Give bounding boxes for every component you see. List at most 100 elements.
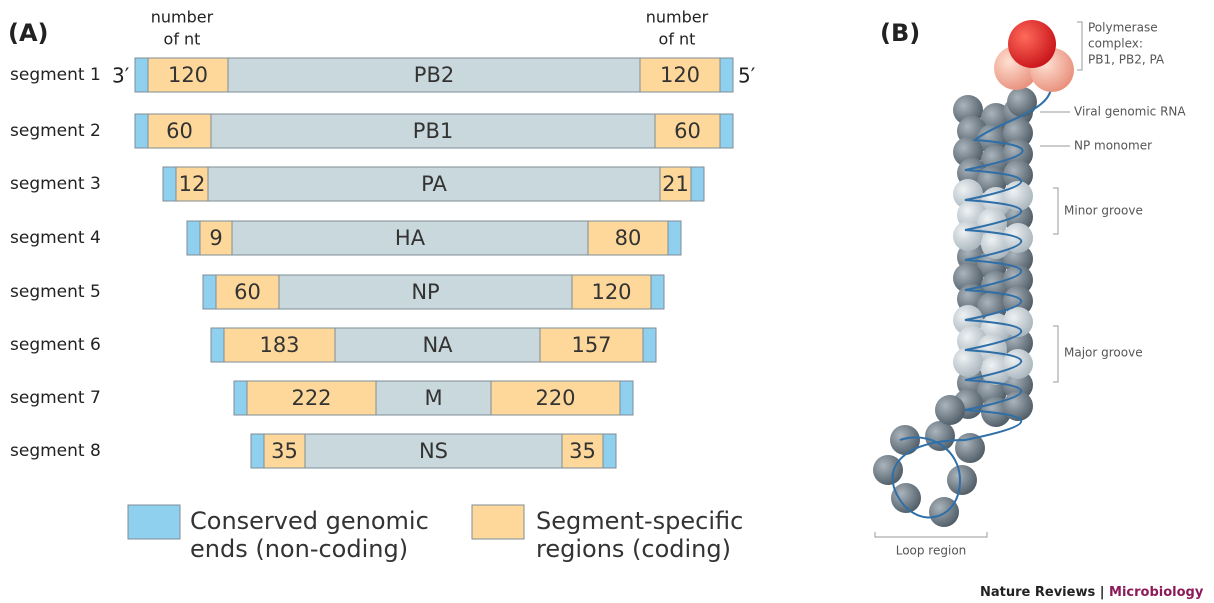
segment-row: segment 8 35 35 NS — [10, 434, 616, 468]
conserved-end — [187, 221, 200, 255]
segment-label: segment 2 — [10, 121, 101, 141]
protein-name: PB2 — [414, 63, 454, 87]
segment-row: segment 6 183 157 NA — [10, 328, 656, 362]
conserved-end — [691, 167, 704, 201]
np-sphere — [1007, 87, 1037, 117]
segment-label: segment 7 — [10, 388, 101, 408]
nt-count: 157 — [571, 333, 611, 357]
annotations: Polymerase complex: PB1, PB2, PA Viral g… — [875, 21, 1204, 600]
header: number — [151, 8, 214, 27]
conserved-end — [234, 381, 247, 415]
legend: Conserved genomic ends (non-coding) Segm… — [128, 505, 743, 563]
annotation: Loop region — [896, 544, 967, 558]
segments: segment 1120120PB2segment 26060PB1segmen… — [10, 58, 733, 468]
np-sphere — [935, 395, 965, 425]
segment-label: segment 3 — [10, 174, 101, 194]
protein-name: HA — [395, 226, 426, 250]
legend-text: regions (coding) — [536, 535, 731, 563]
credit-section: Microbiology — [1109, 585, 1204, 600]
segment-label: segment 6 — [10, 335, 101, 355]
conserved-end — [163, 167, 176, 201]
panel-label: (B) — [880, 19, 920, 47]
protein-name: NP — [411, 280, 439, 304]
bracket — [1053, 188, 1058, 234]
annotation: PB1, PB2, PA — [1088, 53, 1165, 67]
segment-row: segment 4 9 80 HA — [10, 221, 681, 255]
segment-label: segment 5 — [10, 282, 101, 302]
legend-text: Segment-specific — [536, 507, 743, 535]
rnp-structure — [873, 20, 1074, 527]
nt-count: 12 — [179, 172, 206, 196]
protein-name: NA — [422, 333, 453, 357]
conserved-end — [720, 114, 733, 148]
nt-count: 35 — [569, 439, 596, 463]
nt-count: 222 — [291, 386, 331, 410]
protein-name: NS — [419, 439, 448, 463]
end-label: 5′ — [738, 64, 756, 88]
nt-count: 35 — [271, 439, 298, 463]
conserved-end — [668, 221, 681, 255]
nt-count: 183 — [259, 333, 299, 357]
protein-name: PA — [421, 172, 447, 196]
np-sphere — [947, 465, 977, 495]
legend-text: Conserved genomic — [190, 507, 429, 535]
segment-label: segment 4 — [10, 228, 101, 248]
bracket — [1077, 22, 1082, 70]
protein-name: PB1 — [413, 119, 453, 143]
header: of nt — [164, 30, 201, 49]
np-sphere — [873, 455, 903, 485]
credit-sep: | — [1100, 585, 1105, 600]
annotation: Viral genomic RNA — [1074, 105, 1186, 119]
nt-count: 120 — [168, 63, 208, 87]
nt-count: 80 — [615, 226, 642, 250]
header: number — [646, 8, 709, 27]
legend-swatch — [472, 505, 524, 539]
annotation: NP monomer — [1074, 139, 1152, 153]
bracket — [875, 532, 987, 537]
nt-count: 60 — [166, 119, 193, 143]
panel-label: (A) — [8, 19, 49, 47]
segment-row: segment 2 60 60 PB1 — [10, 114, 733, 148]
conserved-end — [135, 58, 148, 92]
annotation: complex: — [1088, 37, 1143, 51]
annotation: Major groove — [1064, 346, 1143, 360]
nt-count: 220 — [535, 386, 575, 410]
annotation: Minor groove — [1064, 204, 1143, 218]
legend-text: ends (non-coding) — [190, 535, 408, 563]
bracket — [1053, 326, 1058, 382]
np-sphere — [1003, 307, 1033, 337]
legend-swatch — [128, 505, 180, 539]
nt-count: 9 — [209, 226, 222, 250]
polymerase-sphere — [1008, 20, 1056, 68]
conserved-end — [651, 275, 664, 309]
conserved-end — [135, 114, 148, 148]
segment-label: segment 8 — [10, 441, 101, 461]
segment-row: segment 7 222 220 M — [10, 381, 633, 415]
credit-journal: Nature Reviews — [980, 585, 1095, 600]
conserved-end — [720, 58, 733, 92]
segment-row: segment 5 60 120 NP — [10, 275, 664, 309]
np-sphere — [890, 425, 920, 455]
nt-count: 120 — [591, 280, 631, 304]
credit: Nature Reviews | Microbiology — [980, 585, 1204, 600]
protein-name: M — [424, 386, 442, 410]
segment-row: segment 3 12 21 PA — [10, 167, 704, 201]
np-sphere — [1003, 349, 1033, 379]
nt-count: 120 — [660, 63, 700, 87]
conserved-end — [203, 275, 216, 309]
conserved-end — [211, 328, 224, 362]
figure: (A) (B) number of nt number of nt 3′ 5′ … — [0, 0, 1214, 603]
nt-count: 60 — [234, 280, 261, 304]
conserved-end — [620, 381, 633, 415]
end-label: 3′ — [112, 64, 130, 88]
header: of nt — [659, 30, 696, 49]
segment-label: segment 1 — [10, 65, 101, 85]
annotation: Polymerase — [1088, 21, 1158, 35]
nt-count: 60 — [674, 119, 701, 143]
conserved-end — [643, 328, 656, 362]
conserved-end — [251, 434, 264, 468]
conserved-end — [603, 434, 616, 468]
np-sphere — [953, 221, 983, 251]
nt-count: 21 — [662, 172, 689, 196]
np-sphere — [925, 421, 955, 451]
